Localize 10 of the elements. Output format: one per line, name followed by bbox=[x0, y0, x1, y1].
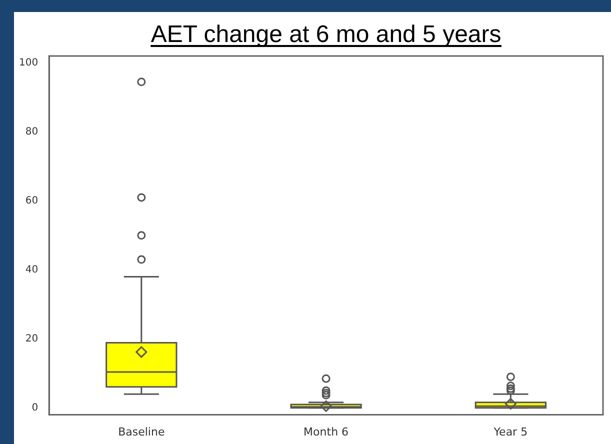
x-tick-label: Baseline bbox=[118, 425, 165, 438]
chart-title: AET change at 6 mo and 5 years bbox=[150, 21, 502, 48]
x-tick-label: Month 6 bbox=[304, 425, 349, 438]
y-tick-label: 40 bbox=[25, 264, 38, 276]
y-tick-label: 20 bbox=[25, 333, 38, 344]
y-tick-label: 80 bbox=[25, 126, 38, 138]
y-tick-label: 60 bbox=[25, 195, 38, 206]
x-tick-label: Year 5 bbox=[492, 425, 528, 438]
y-tick-label: 100 bbox=[18, 57, 38, 68]
y-tick-label: 0 bbox=[32, 402, 38, 414]
